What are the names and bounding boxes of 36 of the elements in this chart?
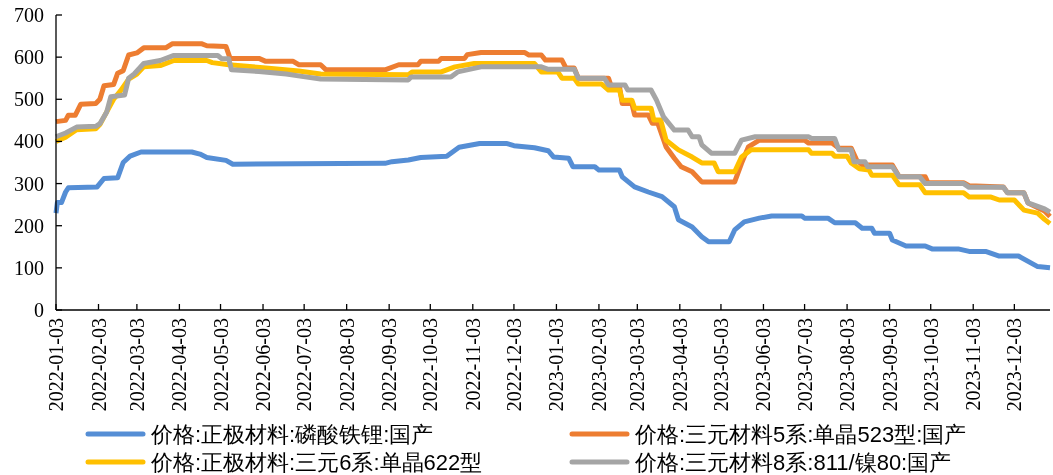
x-tick-label: 2022-10-03 xyxy=(419,318,442,412)
x-tick-label: 2022-07-03 xyxy=(293,318,316,412)
x-tick-label: 2023-04-03 xyxy=(668,318,691,412)
x-tick-label: 2022-11-03 xyxy=(461,318,484,411)
y-tick-label: 300 xyxy=(14,172,44,195)
x-tick-label: 2022-05-03 xyxy=(209,318,232,412)
x-tick-label: 2022-06-03 xyxy=(252,318,275,412)
x-tick-label: 2023-08-03 xyxy=(836,318,859,412)
y-tick-label: 700 xyxy=(14,4,44,26)
x-tick-label: 2022-03-03 xyxy=(125,318,148,412)
x-tick-label: 2023-10-03 xyxy=(919,318,942,412)
x-tick-label: 2023-02-03 xyxy=(587,318,610,412)
y-tick-label: 200 xyxy=(14,214,44,237)
y-tick-label: 400 xyxy=(14,130,44,153)
x-tick-label: 2023-06-03 xyxy=(752,318,775,412)
x-tick-label: 2023-09-03 xyxy=(878,318,901,412)
x-tick-label: 2023-11-03 xyxy=(962,318,985,411)
x-tick-label: 2023-07-03 xyxy=(793,318,816,412)
legend-label: 价格:正极材料:三元6系:单晶622型 xyxy=(150,449,483,475)
y-tick-label: 500 xyxy=(14,88,44,111)
x-tick-label: 2023-01-03 xyxy=(545,318,568,412)
x-tick-label: 2023-05-03 xyxy=(709,318,732,412)
x-tick-label: 2023-12-03 xyxy=(1003,318,1026,412)
x-tick-label: 2023-03-03 xyxy=(626,318,649,412)
x-tick-label: 2022-12-03 xyxy=(502,318,525,412)
x-tick-label: 2022-01-03 xyxy=(45,318,67,412)
x-tick-label: 2022-08-03 xyxy=(335,318,358,412)
legend-label: 价格:三元材料5系:单晶523型:国产 xyxy=(634,421,967,447)
legend-label: 价格:三元材料8系:811/镍80:国产 xyxy=(634,449,952,475)
x-tick-label: 2022-04-03 xyxy=(168,318,191,412)
y-tick-label: 100 xyxy=(14,256,44,279)
legend-label: 价格:正极材料:磷酸铁锂:国产 xyxy=(150,421,434,447)
y-tick-label: 600 xyxy=(14,46,44,69)
x-tick-label: 2022-02-03 xyxy=(87,318,110,412)
x-tick-label: 2022-09-03 xyxy=(378,318,401,412)
y-tick-label: 0 xyxy=(34,299,44,321)
